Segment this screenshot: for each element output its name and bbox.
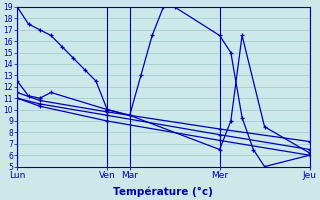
X-axis label: Température (°c): Température (°c) bbox=[114, 186, 213, 197]
